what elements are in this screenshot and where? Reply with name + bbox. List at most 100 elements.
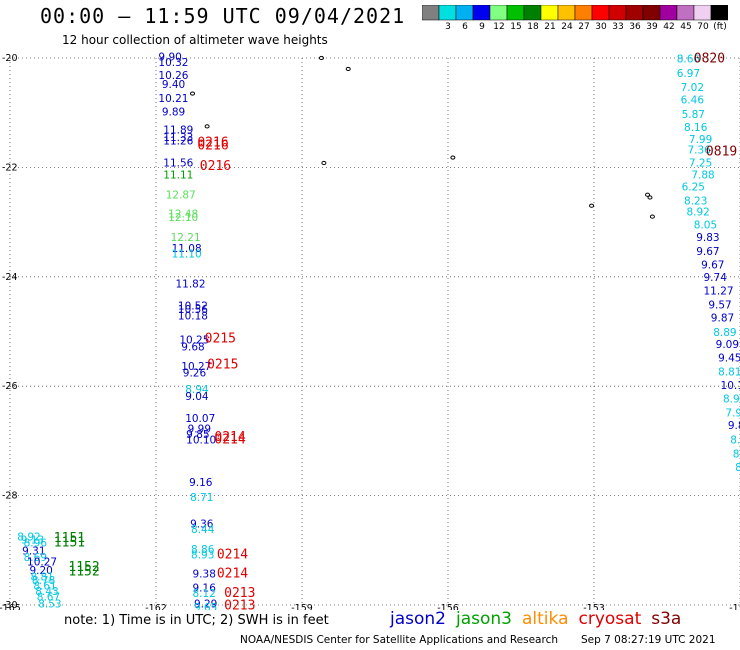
wave-height-value: 7.88 — [691, 169, 714, 181]
wave-height-value: 9.90 — [158, 52, 181, 64]
wave-height-value: 11.08 — [172, 243, 202, 255]
colorbar-label: 45 — [680, 22, 692, 32]
wave-height-value: 12.10 — [168, 212, 198, 224]
wave-height-value: 8.94 — [185, 384, 209, 396]
colorbar-label: 15 — [510, 22, 522, 32]
pass-time-label: 0213 — [224, 598, 255, 610]
wave-height-value: 9.89 — [162, 106, 185, 118]
wave-height-value: 10.27 — [27, 557, 57, 569]
satellite-legend: jason2 jason3 altika cryosat s3a — [390, 609, 691, 629]
pass-time-label: 1151 — [54, 531, 85, 546]
wave-height-value: 8.86 — [191, 544, 215, 556]
wave-height-value: 9.38 — [193, 569, 216, 581]
wave-height-value: 8.05 — [694, 220, 717, 232]
wave-height-value: 8.78 — [32, 575, 55, 587]
wave-height-value: 12.21 — [171, 232, 201, 244]
wave-height-value: 12.87 — [166, 190, 196, 202]
pass-time-label: 0819 — [706, 144, 737, 159]
island-outline — [647, 195, 653, 200]
wave-height-value: 11.56 — [163, 157, 193, 169]
wave-height-value: 11.26 — [163, 135, 193, 147]
colorbar-label: 39 — [646, 22, 658, 32]
wave-height-value: 7.36 — [687, 145, 711, 157]
wave-height-value: 12.48 — [168, 209, 198, 221]
wave-height-colorbar — [422, 5, 728, 21]
colorbar-label: 3 — [445, 22, 451, 32]
colorbar-label: 6 — [462, 22, 468, 32]
wave-height-value: 8.93 — [191, 550, 214, 562]
wave-height-value: 9.83 — [696, 232, 719, 244]
wave-height-value: 9.99 — [188, 424, 211, 436]
wave-height-value: 11.27 — [704, 285, 734, 297]
pass-time-label: 0213 — [224, 586, 255, 601]
wave-height-value: 9.87 — [711, 313, 734, 325]
wave-height-value: 8.71 — [190, 492, 213, 504]
chart-subtitle: 12 hour collection of altimeter wave hei… — [62, 33, 328, 47]
wave-height-value: 9.26 — [183, 367, 207, 379]
wave-height-value: 8.81 — [718, 366, 740, 378]
x-tick-label: -162 — [145, 603, 167, 610]
wave-height-value: 8.96 — [24, 537, 48, 549]
pass-time-label: 1151 — [54, 535, 85, 550]
wave-height-value: 11.33 — [163, 132, 193, 144]
pass-time-label: 0216 — [200, 159, 231, 174]
wave-height-value: 7.25 — [689, 157, 712, 169]
colorbar-label: 21 — [544, 22, 556, 32]
wave-height-value: 10.26 — [158, 70, 188, 82]
wave-height-value: 11.10 — [172, 249, 202, 261]
wave-height-value: 8.16 — [684, 122, 708, 134]
y-tick-label: -30 — [2, 600, 18, 610]
x-tick-label: -150 — [729, 603, 740, 610]
pass-time-label: 0214 — [217, 567, 248, 582]
colorbar-label: 24 — [561, 22, 573, 32]
wave-height-value: 8. — [730, 435, 740, 447]
x-tick-label: -156 — [437, 603, 459, 610]
island-outline — [321, 160, 327, 166]
wave-height-value: 11.82 — [175, 279, 205, 291]
colorbar-label: 27 — [578, 22, 590, 32]
wave-height-value: 9.68 — [181, 342, 204, 354]
wave-height-value: 10.18 — [178, 310, 208, 322]
wave-height-map: -165 -162 -159 -156 -153 -150 -20 -22 -24 -26 -28 -… — [0, 51, 740, 610]
island-outline — [645, 192, 651, 197]
colorbar-swatch — [710, 5, 728, 21]
wave-height-value: 8. — [733, 448, 740, 460]
units-note: note: 1) Time is in UTC; 2) SWH is in fe… — [64, 613, 329, 628]
legend-s3a: s3a — [651, 609, 682, 629]
wave-height-value: 9.67 — [701, 260, 724, 272]
wave-height-value: 8 — [735, 462, 740, 474]
colorbar-label: 18 — [527, 22, 539, 32]
x-tick-label: -159 — [291, 603, 313, 610]
x-tick-label: -153 — [583, 603, 605, 610]
y-tick-label: -26 — [2, 381, 18, 392]
wave-height-value: 8.69 — [24, 552, 47, 564]
wave-height-value: 8.92 — [17, 531, 40, 543]
pass-time-label: 0215 — [205, 331, 236, 346]
wave-height-value: 9.67 — [696, 246, 719, 258]
island-outline — [589, 203, 595, 208]
wave-height-value: 9.29 — [194, 599, 217, 610]
colorbar-labels: 3 6 9 12 15 18 21 24 27 30 33 36 39 42 45 70 (ft) — [422, 22, 728, 34]
wave-height-value: 8.12 — [193, 588, 216, 600]
wave-height-value: 7.99 — [689, 134, 712, 146]
island-outline — [190, 91, 195, 96]
pass-time-label: 0216 — [197, 138, 228, 153]
wave-height-value: 10.10 — [186, 435, 216, 447]
wave-height-value: 7.02 — [681, 82, 704, 94]
island-outline — [649, 214, 655, 219]
colorbar-label: 33 — [612, 22, 624, 32]
colorbar-label: 9 — [479, 22, 485, 32]
wave-height-value: 7.9 — [725, 407, 740, 419]
pass-time-label: 0214 — [214, 433, 245, 448]
wave-height-value: 8.94 — [723, 394, 740, 406]
island-outline — [318, 55, 324, 61]
wave-height-value: 10.27 — [181, 361, 211, 373]
pass-time-label: 0214 — [217, 548, 248, 563]
wave-height-value: 8.43 — [35, 586, 58, 598]
wave-height-value: 10.32 — [158, 57, 188, 69]
credit-line: NOAA/NESDIS Center for Satellite Applica… — [240, 634, 558, 646]
y-tick-label: -22 — [2, 162, 18, 173]
wave-height-value: 8.44 — [191, 524, 215, 536]
wave-height-value: 5.87 — [682, 109, 705, 121]
legend-altika: altika — [522, 609, 569, 629]
